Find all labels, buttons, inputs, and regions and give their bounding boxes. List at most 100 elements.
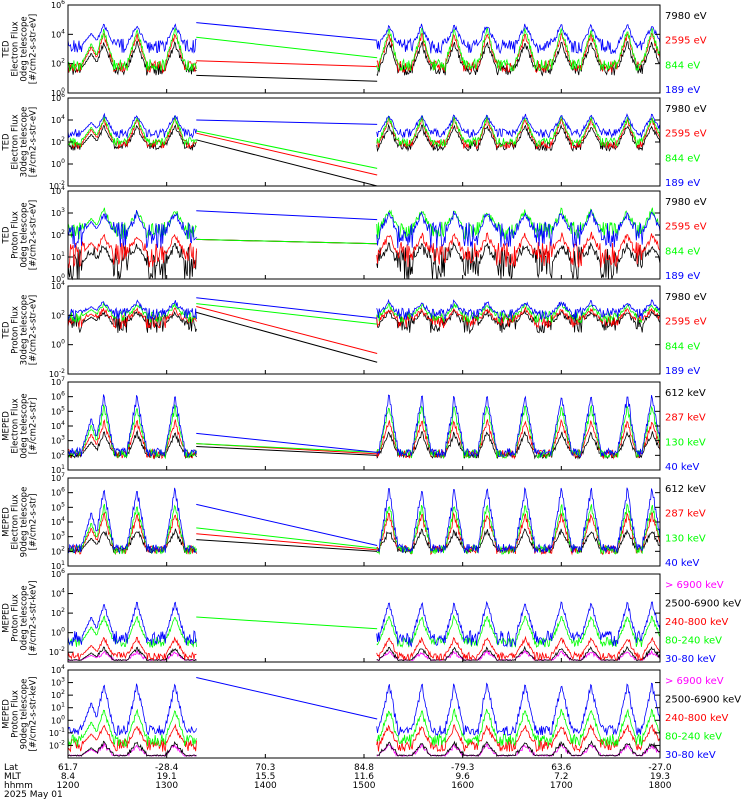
x-axis-rows: Lat 61.7 -28.4 70.3 84.8 -79.3 63.6 -27.0 MLT 8.4… — [4, 763, 672, 800]
y-tick-label: 102 — [51, 545, 65, 556]
y-tick-label: 104 — [51, 420, 65, 431]
panel-meped-proton-0deg: > 6900 keV 2500-6900 keV 240-800 keV 80-240… — [2, 568, 742, 665]
gap-interpolation-line — [196, 311, 378, 363]
x-row-label: Lat — [4, 763, 19, 773]
x-tick-label: 1800 — [649, 781, 672, 791]
series-line — [67, 23, 661, 55]
y-tick-label: 107 — [51, 472, 65, 483]
series-line — [67, 209, 661, 249]
y-tick-label: 10-2 — [49, 739, 65, 750]
y-tick-label: 101 — [51, 702, 65, 713]
x-tick-label: 1200 — [57, 781, 80, 791]
x-tick-label: 19.1 — [157, 772, 177, 782]
legend-entry: 2500-6900 keV — [665, 695, 741, 706]
y-axis-label: 30deg telescope — [20, 107, 30, 178]
series-line — [67, 207, 661, 240]
x-tick-label: -27.0 — [648, 763, 672, 773]
gap-interpolation-line — [196, 139, 378, 187]
series-line — [67, 682, 661, 737]
legend-entry: 240-800 keV — [665, 617, 729, 628]
legend-entry: 2595 eV — [665, 129, 707, 140]
y-tick-label: 100 — [51, 627, 65, 638]
series-line — [67, 635, 661, 662]
gap-interpolation-line — [196, 616, 378, 630]
legend-entry: > 6900 keV — [665, 676, 724, 687]
date-label: 2025 May 01 — [4, 790, 63, 800]
y-axis-label: Proton Flux — [11, 594, 21, 642]
legend-entry: 80-240 keV — [665, 732, 722, 743]
y-tick-label: 102 — [51, 689, 65, 700]
y-axis-label: Electron Flux — [11, 398, 21, 453]
legend-entry: 844 eV — [665, 153, 700, 164]
series-line — [67, 306, 661, 330]
gap-interpolation-line — [196, 503, 378, 546]
x-tick-label: 8.4 — [61, 772, 76, 782]
x-tick-label: 61.7 — [58, 763, 78, 773]
legend-entry: 612 keV — [665, 484, 706, 495]
y-axis-label: [#/cm2-s-str-keV] — [29, 677, 39, 752]
y-tick-label: 104 — [51, 185, 65, 196]
series-line — [67, 430, 661, 460]
y-axis-label: TED — [2, 226, 12, 245]
y-tick-label: 102 — [51, 136, 65, 147]
panel-meped-electron-90deg: 612 keV 287 keV 130 keV 40 keV 101 102 103 104 1… — [2, 472, 706, 571]
legend-entry: 30-80 keV — [665, 750, 716, 761]
gap-interpolation-line — [196, 210, 378, 221]
legend-entry: 844 eV — [665, 246, 700, 257]
gap-interpolation-line — [196, 130, 378, 169]
series-line — [67, 645, 661, 662]
series-line — [68, 740, 661, 757]
y-axis-label: 90deg telescope — [20, 487, 30, 558]
y-tick-label: 107 — [51, 376, 65, 387]
y-tick-label: 10-2 — [49, 368, 65, 379]
y-tick-label: 105 — [51, 501, 65, 512]
y-tick-label: 100 — [51, 158, 65, 169]
y-axis-label: 90deg telescope — [20, 679, 30, 750]
y-tick-label: 104 — [51, 114, 65, 125]
y-tick-label: 105 — [51, 405, 65, 416]
x-tick-label: 7.2 — [554, 772, 568, 782]
y-axis-label: Proton Flux — [11, 690, 21, 738]
y-axis-label: 0deg telescope — [20, 585, 30, 650]
legend-entry: 2500-6900 keV — [665, 599, 741, 610]
y-tick-label: 104 — [51, 664, 65, 675]
gap-interpolation-line — [196, 132, 378, 176]
series-line — [67, 708, 661, 747]
y-tick-label: 102 — [51, 229, 65, 240]
y-tick-label: 104 — [51, 588, 65, 599]
legend-entry: 7980 eV — [665, 104, 707, 115]
gap-interpolation-line — [196, 119, 378, 125]
series-line — [67, 31, 661, 74]
y-tick-label: 103 — [51, 677, 65, 688]
y-tick-label: 102 — [51, 309, 65, 320]
y-axis-label: MEPED — [2, 507, 12, 537]
gap-interpolation-line — [196, 297, 378, 319]
y-axis-label: [#/cm2-s-str] — [29, 494, 39, 551]
legend-entry: 844 eV — [665, 341, 700, 352]
y-axis-label: [#/cm2-s-str] — [29, 398, 39, 455]
series-line — [67, 487, 661, 554]
y-axis-label: Electron Flux — [11, 494, 21, 549]
series-line — [67, 723, 661, 753]
y-tick-label: 106 — [51, 568, 65, 579]
legend-entry: 7980 eV — [665, 292, 707, 303]
y-tick-label: 101 — [51, 464, 65, 475]
y-tick-label: 103 — [51, 207, 65, 218]
y-tick-label: 106 — [51, 0, 65, 10]
series-line — [67, 600, 661, 648]
gap-interpolation-line — [196, 60, 378, 68]
x-tick-label: 1400 — [254, 781, 277, 791]
y-tick-label: 100 — [51, 714, 65, 725]
gap-interpolation-line — [196, 238, 378, 245]
gap-interpolation-line — [196, 446, 378, 456]
y-tick-label: 10-2 — [49, 180, 65, 191]
y-axis-label: MEPED — [2, 603, 12, 633]
gap-interpolation-line — [196, 306, 378, 354]
panel-ted-electron-30deg: 7980 eV 2595 eV 844 eV 189 eV 10-2 100 102 104 1… — [2, 92, 707, 191]
series-line — [67, 403, 661, 460]
x-tick-label: 19.3 — [650, 772, 670, 782]
legend-entry: 2595 eV — [665, 222, 707, 233]
gap-interpolation-line — [196, 22, 378, 41]
y-axis-label: 0deg telescope — [20, 393, 30, 458]
